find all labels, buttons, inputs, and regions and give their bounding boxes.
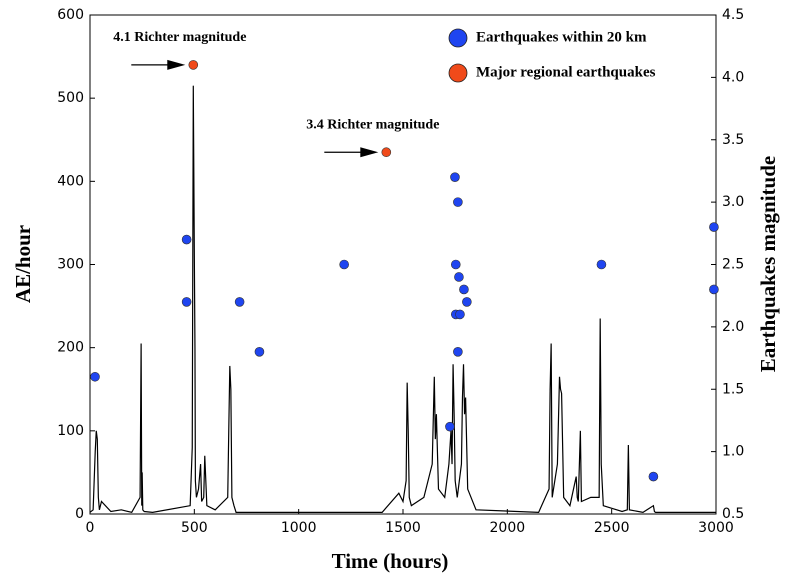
scatter-point <box>462 297 472 307</box>
y-tick-label: 0 <box>75 506 84 522</box>
scatter-point <box>90 371 100 382</box>
x-tick-label: 2500 <box>594 520 630 536</box>
ae-line <box>89 85 716 514</box>
plot-frame <box>89 14 717 515</box>
y2-tick-label: 1.5 <box>722 381 744 397</box>
scatter-point <box>188 60 199 70</box>
scatter-point <box>234 297 245 307</box>
scatter-point <box>454 272 464 282</box>
y2-tick-label: 2.5 <box>722 257 744 273</box>
scatter-point <box>455 309 465 320</box>
scatter-point <box>254 347 265 357</box>
x-tick-label: 3000 <box>698 520 734 536</box>
x-tick-label: 1000 <box>281 520 317 536</box>
scatter-point <box>453 197 463 207</box>
y2-tick-label: 4.0 <box>722 69 744 85</box>
y-tick-label: 400 <box>57 173 84 189</box>
y-axis-label: AE/hour <box>11 225 35 303</box>
y-tick-label: 300 <box>57 257 84 273</box>
y-tick-label: 500 <box>57 90 84 106</box>
x-axis-label: Time (hours) <box>332 549 449 573</box>
scatter-point <box>459 284 469 295</box>
y-tick-label: 600 <box>57 7 84 23</box>
scatter-point <box>453 347 463 357</box>
scatter-point <box>339 259 349 270</box>
y2-tick-label: 4.5 <box>722 7 744 23</box>
annotation-arrowhead <box>360 147 379 158</box>
y2-tick-label: 3.0 <box>722 194 744 210</box>
y2-tick-label: 1.0 <box>722 444 744 460</box>
scatter-point <box>450 259 461 270</box>
scatter-point <box>596 259 607 270</box>
annotation-arrowhead <box>167 59 186 70</box>
y-tick-label: 100 <box>57 423 84 439</box>
x-tick-label: 1500 <box>385 520 421 536</box>
scatter-point <box>445 421 455 432</box>
x-tick-label: 0 <box>86 520 95 536</box>
scatter-point <box>181 297 192 307</box>
annotation: 4.1 Richter magnitude <box>113 30 246 45</box>
annotation: 3.4 Richter magnitude <box>306 117 439 132</box>
y-tick-label: 200 <box>57 340 84 356</box>
scatter-point <box>450 172 460 182</box>
scatter-point <box>709 284 719 295</box>
scatter-point <box>709 222 719 232</box>
x-tick-label: 2000 <box>490 520 526 536</box>
scatter-point <box>648 471 659 482</box>
legend-marker <box>448 28 468 48</box>
legend-label: Major regional earthquakes <box>476 64 656 80</box>
y2-tick-label: 2.0 <box>722 319 744 335</box>
scatter-point <box>181 234 192 245</box>
scatter-point <box>381 147 392 158</box>
x-tick-label: 500 <box>181 520 208 536</box>
y2-tick-label: 0.5 <box>722 506 744 522</box>
y2-axis-label: Earthquakes magnitude <box>756 156 780 372</box>
legend-label: Earthquakes within 20 km <box>476 29 647 45</box>
legend-marker <box>448 63 468 83</box>
y2-tick-label: 3.5 <box>722 132 744 148</box>
